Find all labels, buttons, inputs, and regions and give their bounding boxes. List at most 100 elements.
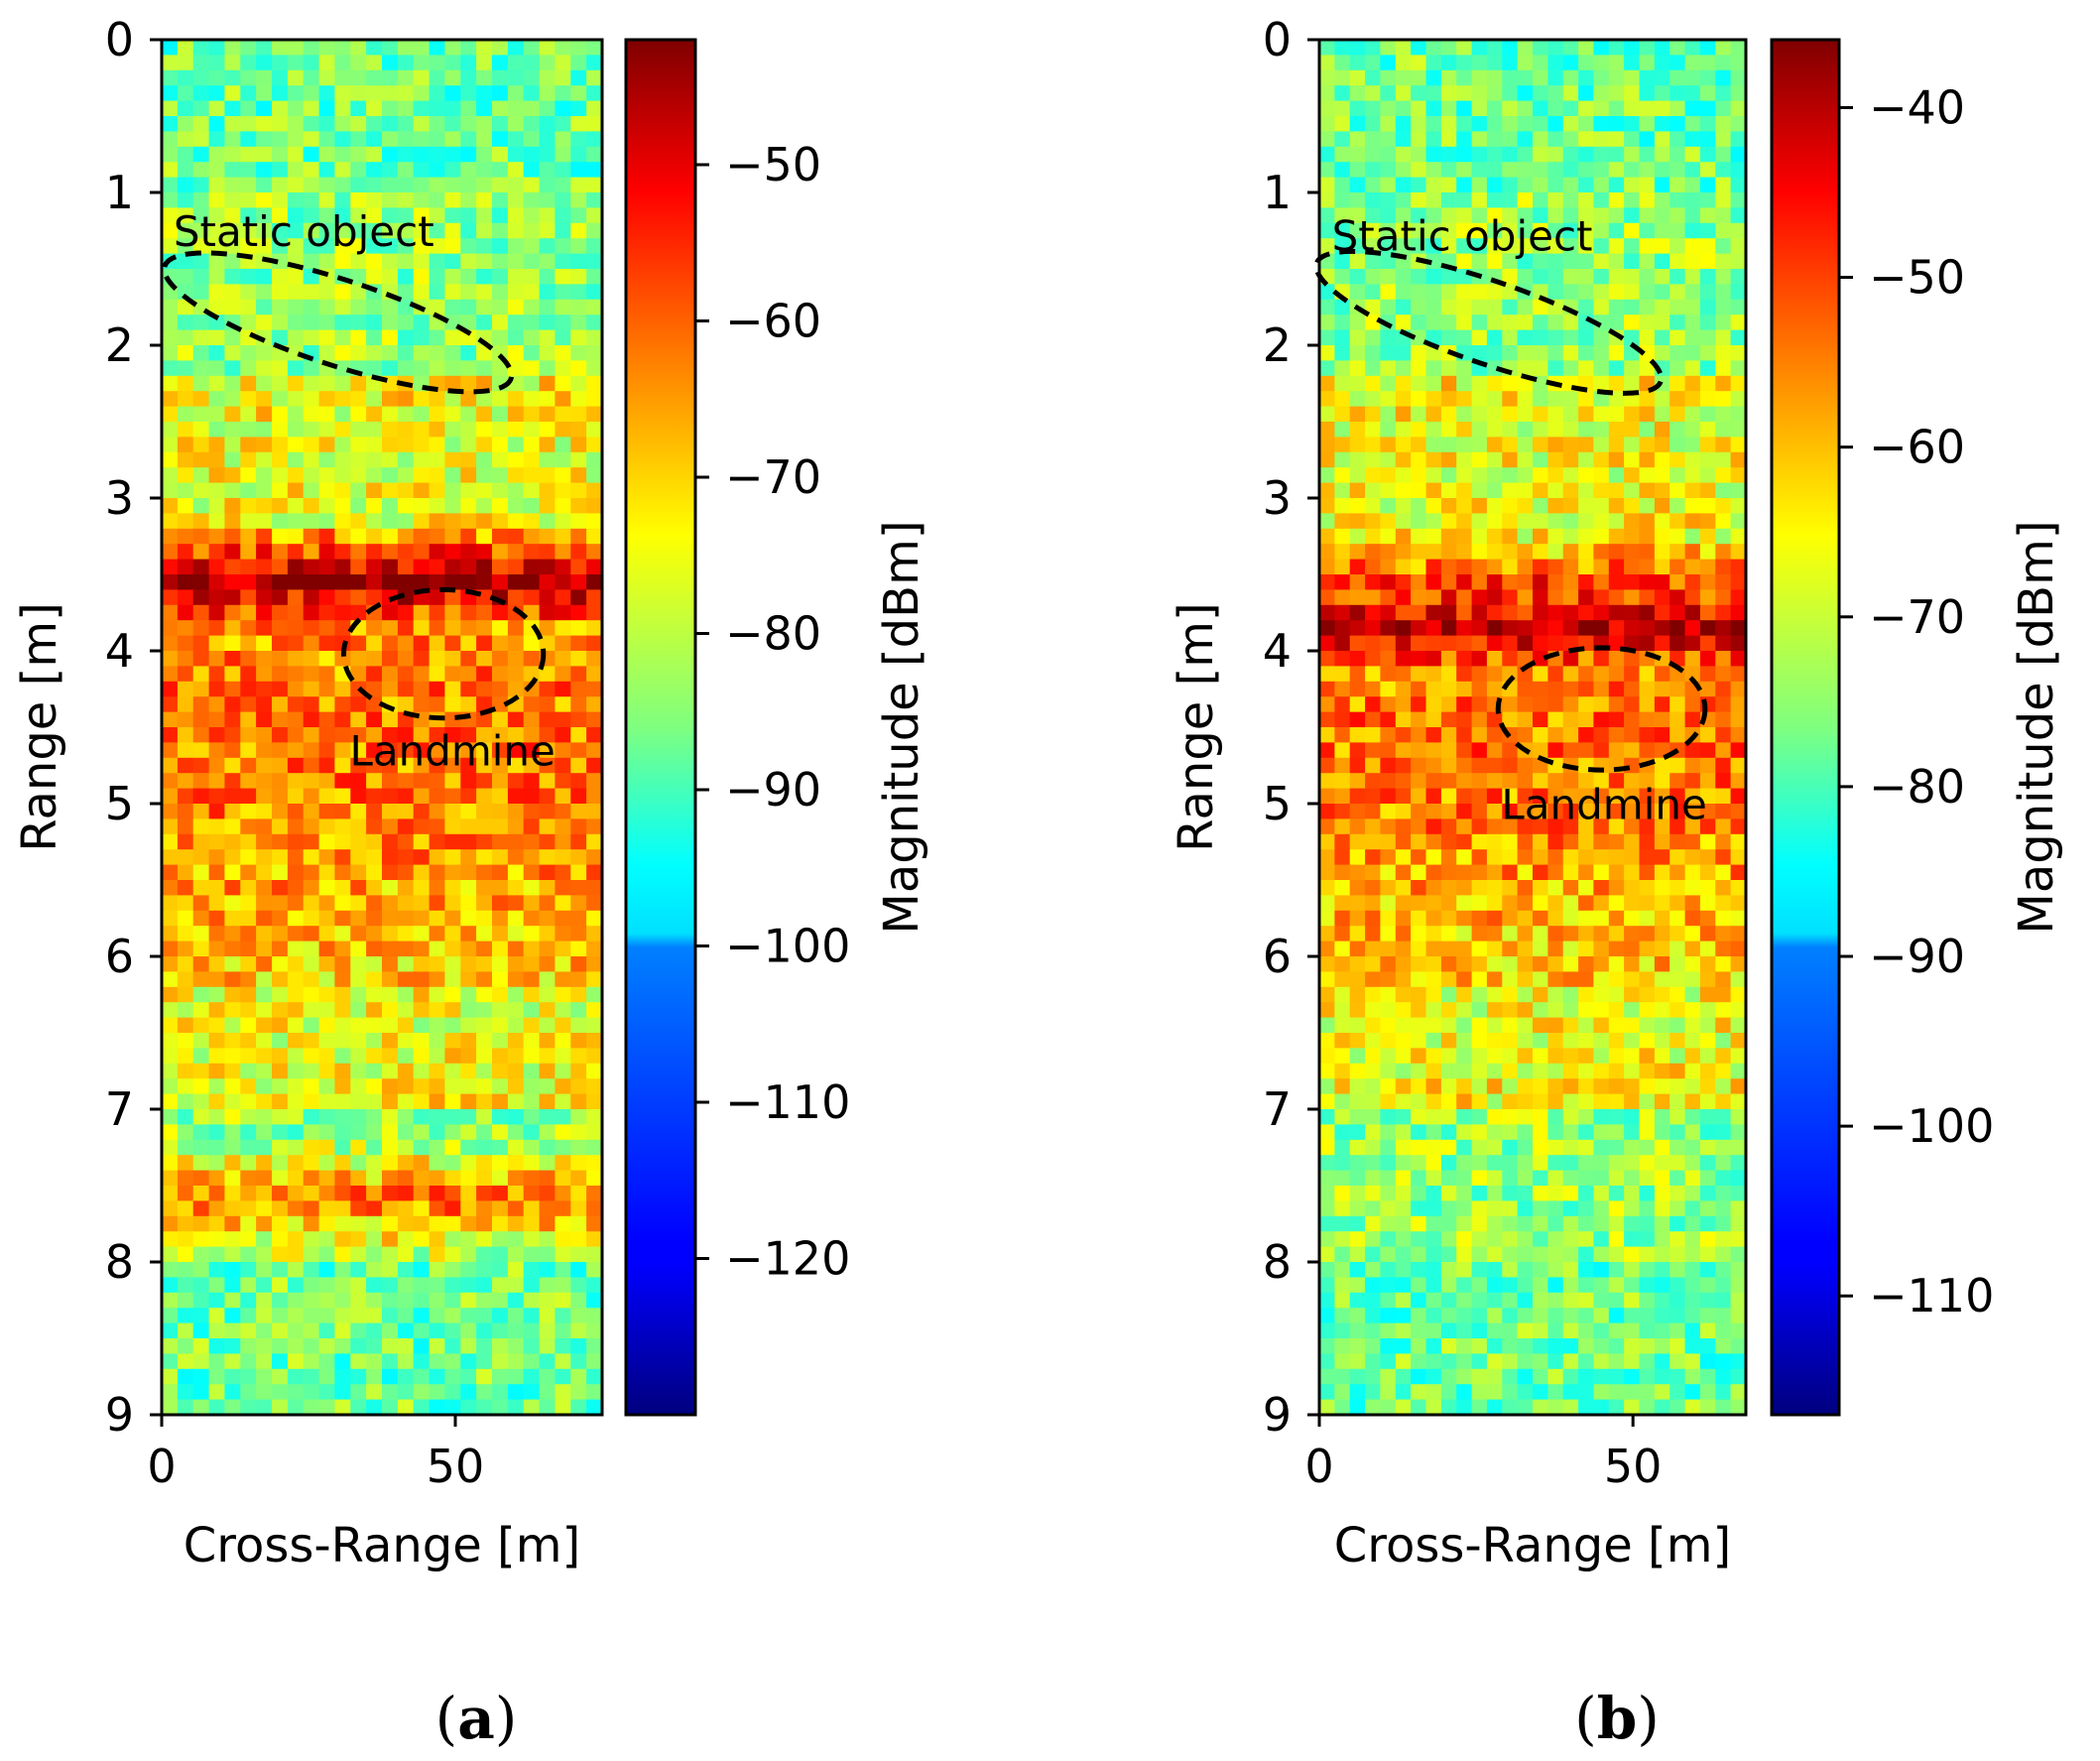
heatmap-cell <box>366 207 383 224</box>
heatmap-cell <box>1319 727 1335 743</box>
heatmap-cell <box>303 1200 320 1217</box>
heatmap-cell <box>1425 85 1442 102</box>
heatmap-cell <box>397 895 415 912</box>
heatmap-cell <box>1639 406 1656 423</box>
heatmap-cell <box>1669 1277 1686 1294</box>
heatmap-cell <box>1395 727 1412 743</box>
heatmap-cell <box>570 116 587 132</box>
heatmap-cell <box>1608 100 1625 117</box>
heatmap-cell <box>1349 604 1366 621</box>
heatmap-cell <box>1593 1048 1610 1065</box>
heatmap-cell <box>162 910 179 927</box>
heatmap-cell <box>1395 635 1412 652</box>
heatmap-cell <box>1425 40 1442 56</box>
heatmap-cell <box>1684 818 1701 835</box>
heatmap-cell <box>1425 1109 1442 1125</box>
heatmap-cell <box>1349 1139 1366 1156</box>
heatmap-cell <box>1624 131 1641 148</box>
heatmap-cell <box>177 1338 194 1354</box>
heatmap-cell <box>1349 620 1366 637</box>
heatmap-cell <box>1425 864 1442 881</box>
heatmap-cell <box>1699 1246 1716 1263</box>
heatmap-cell <box>177 55 194 71</box>
heatmap-cell <box>192 1322 210 1339</box>
heatmap-cell <box>1395 299 1412 315</box>
heatmap-cell <box>555 773 571 790</box>
heatmap-cell <box>413 1186 431 1201</box>
heatmap-cell <box>1411 482 1427 499</box>
heatmap-cell <box>177 1048 194 1065</box>
heatmap-cell <box>1471 207 1488 224</box>
heatmap-cell <box>507 177 525 193</box>
heatmap-cell <box>1578 299 1595 315</box>
y-tick-label: 7 <box>105 1082 134 1136</box>
heatmap-cell <box>208 864 226 881</box>
heatmap-cell <box>162 360 179 377</box>
heatmap-cell <box>240 833 257 850</box>
heatmap-cell <box>1471 406 1488 423</box>
heatmap-cell <box>1730 1231 1747 1248</box>
heatmap-cell <box>1425 253 1442 270</box>
heatmap-cell <box>192 635 210 652</box>
heatmap-cell <box>1395 314 1412 331</box>
heatmap-cell <box>334 345 351 361</box>
heatmap-cell <box>303 299 320 315</box>
heatmap-cell <box>1715 100 1732 117</box>
heatmap-cell <box>382 85 399 102</box>
heatmap-cell <box>429 1368 446 1385</box>
heatmap-cell <box>1380 207 1397 224</box>
heatmap-cell <box>366 406 383 423</box>
heatmap-cell <box>1319 1155 1335 1172</box>
heatmap-cell <box>1411 100 1427 117</box>
heatmap-cell <box>555 1155 571 1172</box>
heatmap-cell <box>1533 804 1548 819</box>
heatmap-cell <box>224 727 241 743</box>
heatmap-cell <box>303 788 320 805</box>
heatmap-cell <box>318 559 336 575</box>
heatmap-cell <box>429 1063 446 1079</box>
heatmap-cell <box>287 1368 305 1385</box>
heatmap-cell <box>1486 146 1503 163</box>
heatmap-cell <box>162 375 179 392</box>
heatmap-cell <box>1349 391 1366 408</box>
heatmap-cell <box>208 681 226 697</box>
heatmap-cell <box>1319 207 1335 224</box>
heatmap-cell <box>1365 880 1382 896</box>
heatmap-cell <box>208 574 226 590</box>
heatmap-cell <box>240 100 257 117</box>
heatmap-cell <box>444 804 461 819</box>
heatmap-cell <box>586 1262 603 1278</box>
heatmap-cell <box>1502 864 1519 881</box>
heatmap-cell <box>444 681 461 697</box>
heatmap-cell <box>287 238 305 255</box>
heatmap-cell <box>1699 360 1716 377</box>
heatmap-cell <box>476 1368 493 1385</box>
heatmap-cell <box>586 192 603 208</box>
heatmap-cell <box>256 1170 273 1187</box>
heatmap-cell <box>1395 467 1412 484</box>
heatmap-cell <box>1471 1033 1488 1049</box>
heatmap-cell <box>1502 1262 1519 1278</box>
heatmap-cell <box>460 849 477 866</box>
heatmap-cell <box>1411 1186 1427 1201</box>
heatmap-cell <box>1699 238 1716 255</box>
heatmap-cell <box>397 269 415 285</box>
heatmap-cell <box>350 162 367 179</box>
heatmap-cell <box>287 100 305 117</box>
heatmap-cell <box>1411 69 1427 86</box>
heatmap-cell <box>492 406 509 423</box>
heatmap-cell <box>303 696 320 713</box>
heatmap-cell <box>224 375 241 392</box>
heatmap-cell <box>1699 864 1716 881</box>
heatmap-cell <box>1684 574 1701 590</box>
heatmap-cell <box>1578 345 1595 361</box>
heatmap-cell <box>1440 635 1457 652</box>
heatmap-cell <box>1380 1308 1397 1324</box>
heatmap-cell <box>1669 284 1686 301</box>
heatmap-cell <box>1502 375 1519 392</box>
heatmap-cell <box>413 207 431 224</box>
heatmap-cell <box>1334 299 1351 315</box>
heatmap-cell <box>1319 40 1335 56</box>
heatmap-cell <box>476 956 493 972</box>
heatmap-cell <box>303 1353 320 1370</box>
